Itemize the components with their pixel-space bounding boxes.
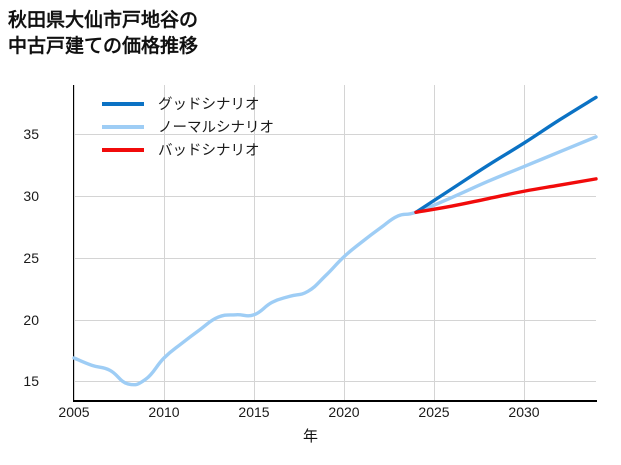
legend-item-label: グッドシナリオ [158,97,260,113]
x-tick-label: 2020 [328,404,360,420]
x-tick-label: 2010 [148,404,180,420]
gridline-vertical [524,85,525,400]
x-tick-label: 2015 [238,404,270,420]
y-tick-label: 35 [23,126,39,143]
legend-item[interactable]: バッドシナリオ [102,138,332,161]
gridline-vertical [434,85,435,400]
plot-area [72,85,598,402]
series-lines [72,95,598,387]
legend-item-label: ノーマルシナリオ [158,120,274,136]
chart-title: 秋田県大仙市戸地谷の 中古戸建ての価格推移 [8,10,199,57]
series-line [414,177,598,214]
x-tick-label: 2005 [58,404,90,420]
gridline-vertical [254,85,255,400]
gridline-horizontal [74,196,596,198]
legend-item-label: バッドシナリオ [158,143,260,159]
legend-color-swatch [102,124,144,129]
legend-color-swatch [102,101,144,106]
series-line [72,135,598,387]
y-tick-label: 30 [23,188,39,205]
gridline-horizontal [74,381,596,383]
gridline-vertical [74,85,75,400]
y-tick-label: 25 [23,249,39,266]
legend-item[interactable]: ノーマルシナリオ [102,115,332,138]
gridline-vertical [164,85,165,400]
x-tick-label: 2025 [418,404,450,420]
gridline-horizontal [74,134,596,136]
axis-spine-bottom [73,400,597,402]
legend-item[interactable]: グッドシナリオ [102,92,332,115]
gridline-vertical [344,85,345,400]
x-axis-label: 年 [302,428,318,445]
y-tick-label: 20 [23,311,39,328]
legend-color-swatch [102,147,144,152]
y-tick-label: 15 [23,373,39,390]
gridline-horizontal [74,319,596,321]
gridline-horizontal [74,257,596,259]
series-line [414,95,598,214]
chart-legend: グッドシナリオ ノーマルシナリオ バッドシナリオ [102,92,332,161]
x-tick-label: 2030 [508,404,540,420]
